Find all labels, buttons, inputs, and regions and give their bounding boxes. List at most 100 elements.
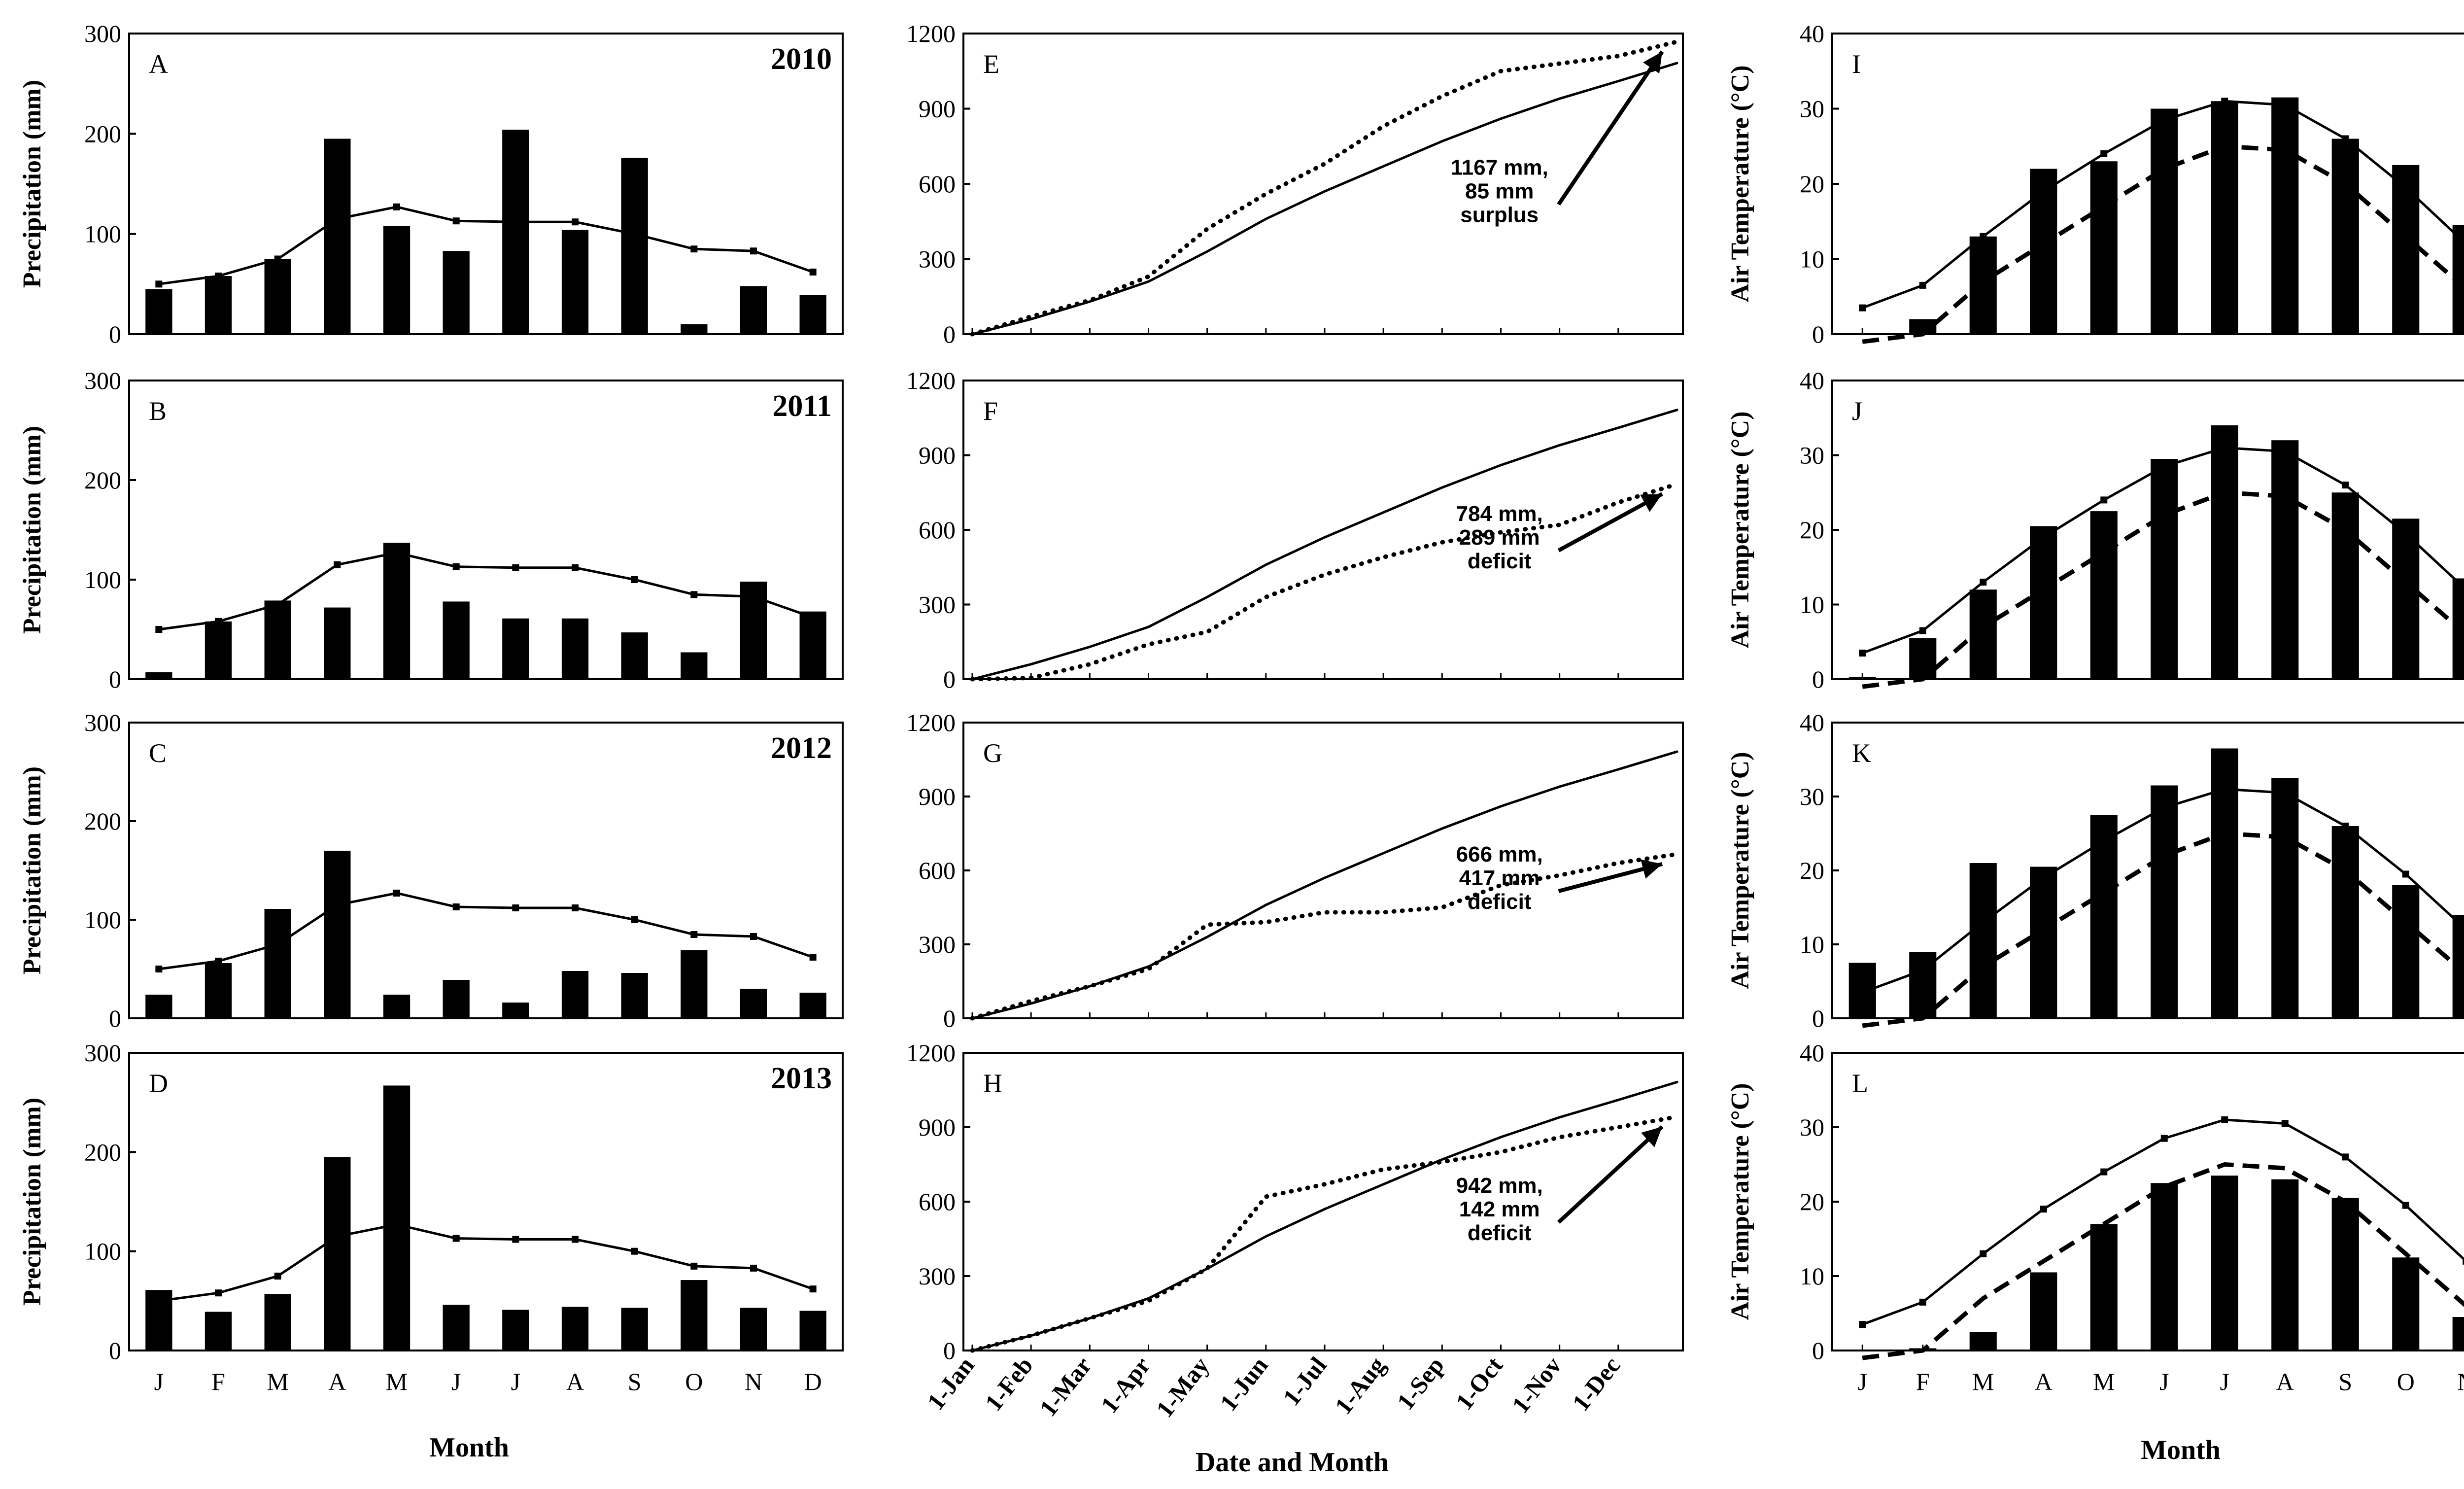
series-line-J-0 xyxy=(1862,446,2464,655)
bar-A-0 xyxy=(145,289,172,334)
series-line-K-1 xyxy=(1862,831,2464,1028)
date-tick-label-9: 1-Oct xyxy=(1450,1351,1508,1415)
y-tick-label-G-600: 600 xyxy=(919,857,956,884)
x-tick-label-L-6: J xyxy=(2220,1368,2229,1395)
y-tick-label-K-0: 0 xyxy=(1812,1004,1824,1032)
bar-I-8 xyxy=(2331,139,2359,334)
annotation-G-0: 666 mm, xyxy=(1456,842,1543,866)
line-marker-L-0-0 xyxy=(1859,1321,1866,1328)
bar-J-1 xyxy=(1909,638,1937,679)
plot-frame-G xyxy=(962,722,1684,1019)
line-marker-L-0-6 xyxy=(2221,1116,2228,1123)
bar-J-7 xyxy=(2271,440,2299,679)
date-tick-label-6: 1-Jul xyxy=(1277,1351,1332,1411)
y-tick-label-L-20: 20 xyxy=(1800,1188,1824,1215)
y-tick-label-E-300: 300 xyxy=(919,245,956,273)
plot-frame-H xyxy=(962,1052,1684,1351)
bar-K-8 xyxy=(2331,826,2359,1018)
line-marker-I-0-5 xyxy=(2160,116,2168,124)
line-marker-I-0-9 xyxy=(2402,184,2409,191)
line-marker-B-0-6 xyxy=(512,564,519,571)
y-tick-label-F-600: 600 xyxy=(919,516,956,544)
annotation-arrowhead-G xyxy=(1641,859,1662,879)
panel-letter-L: L xyxy=(1852,1069,1868,1098)
y-tick-label-H-1200: 1200 xyxy=(906,1039,956,1067)
cumulative-line-E-dotted xyxy=(970,39,1679,337)
y-tick-label-C-200: 200 xyxy=(84,807,121,835)
line-marker-D-0-7 xyxy=(572,1236,579,1243)
line-marker-I-0-6 xyxy=(2221,98,2228,105)
bar-L-4 xyxy=(2090,1224,2118,1350)
plot-frame-D xyxy=(128,1052,844,1351)
x-tick-label-L-3: A xyxy=(2035,1368,2053,1395)
line-marker-I-0-10 xyxy=(2463,241,2464,247)
line-marker-C-0-6 xyxy=(512,904,519,911)
line-marker-C-0-10 xyxy=(750,933,757,940)
bar-A-5 xyxy=(443,251,470,334)
y-tick-label-J-0: 0 xyxy=(1812,665,1824,693)
date-tick-label-5: 1-Jun xyxy=(1214,1351,1273,1416)
date-tick-label-3: 1-Apr xyxy=(1095,1351,1156,1418)
y-tick-label-E-0: 0 xyxy=(943,320,956,348)
x-axis-label-date: Date and Month xyxy=(1196,1447,1389,1478)
bar-B-5 xyxy=(443,601,470,679)
cumulative-line-H-solid xyxy=(971,1080,1678,1352)
y-axis-label-precip-3: Precipitation (mm) xyxy=(18,1098,46,1306)
y-tick-label-C-0: 0 xyxy=(109,1004,121,1032)
line-marker-B-0-9 xyxy=(690,591,698,598)
bar-C-2 xyxy=(264,909,291,1018)
y-tick-label-J-10: 10 xyxy=(1800,591,1824,619)
line-marker-A-0-8 xyxy=(631,230,638,238)
x-axis-label-month-left: Month xyxy=(429,1432,509,1463)
y-tick-label-J-20: 20 xyxy=(1800,516,1824,544)
bar-D-4 xyxy=(383,1085,411,1350)
panel-letter-A: A xyxy=(149,49,168,79)
series-line-K-0 xyxy=(1862,788,2464,994)
annotation-H-0: 942 mm, xyxy=(1456,1174,1543,1198)
annotation-arrowhead-H xyxy=(1641,1126,1662,1147)
bar-K-9 xyxy=(2392,885,2420,1018)
x-tick-label-D-4: M xyxy=(386,1368,408,1395)
cumulative-line-E-solid xyxy=(971,62,1678,336)
y-tick-label-E-600: 600 xyxy=(919,170,956,198)
line-marker-J-0-10 xyxy=(2463,586,2464,593)
y-tick-label-B-0: 0 xyxy=(109,665,121,693)
bar-D-2 xyxy=(264,1294,291,1350)
annotation-E-1: 85 mm xyxy=(1465,179,1534,204)
bar-K-2 xyxy=(1969,863,1997,1018)
line-marker-D-0-0 xyxy=(155,1297,163,1305)
bar-D-7 xyxy=(561,1307,589,1350)
panel-letter-I: I xyxy=(1852,49,1861,79)
bar-A-1 xyxy=(205,276,232,334)
bar-C-7 xyxy=(561,971,589,1018)
bar-I-2 xyxy=(1969,236,1997,334)
annotation-H-2: deficit xyxy=(1468,1221,1532,1245)
x-tick-label-D-8: S xyxy=(628,1368,642,1395)
line-marker-A-0-2 xyxy=(274,255,281,263)
line-marker-K-0-1 xyxy=(1919,967,1926,974)
bar-D-6 xyxy=(502,1310,529,1350)
y-axis-label-temp-0: Air Temperature (°C) xyxy=(1726,65,1754,302)
y-axis-label-precip-1: Precipitation (mm) xyxy=(18,426,46,634)
panel-year-A: 2010 xyxy=(771,42,832,76)
y-tick-label-A-0: 0 xyxy=(109,320,121,348)
x-tick-label-D-6: J xyxy=(511,1368,520,1395)
bar-B-9 xyxy=(681,652,708,679)
bar-C-4 xyxy=(383,995,411,1018)
line-marker-I-0-8 xyxy=(2342,135,2349,142)
y-tick-label-C-300: 300 xyxy=(84,709,121,736)
bar-J-4 xyxy=(2090,511,2118,679)
annotation-arrowhead-E xyxy=(1643,51,1662,74)
line-marker-I-0-3 xyxy=(2040,188,2047,195)
line-marker-A-0-3 xyxy=(334,215,341,223)
annotation-E-0: 1167 mm, xyxy=(1451,156,1548,180)
line-marker-I-0-7 xyxy=(2281,101,2289,108)
line-marker-L-0-7 xyxy=(2281,1120,2289,1127)
x-tick-label-D-7: A xyxy=(566,1368,584,1395)
panel-letter-J: J xyxy=(1852,396,1862,426)
line-marker-C-0-4 xyxy=(393,890,400,897)
panel-letter-B: B xyxy=(149,396,167,426)
y-axis-label-temp-3: Air Temperature (°C) xyxy=(1726,1083,1754,1320)
